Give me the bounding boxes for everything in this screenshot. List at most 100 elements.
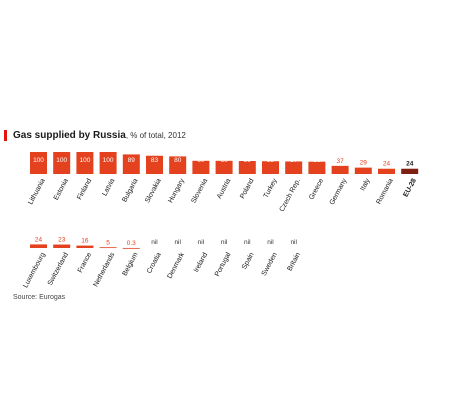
value-label-finland: 100	[79, 157, 90, 164]
category-label-luxembourg: Luxembourg	[22, 251, 46, 289]
title-subtitle: , % of total, 2012	[125, 131, 186, 140]
category-label-greece: Greece	[308, 177, 325, 201]
value-label-poland: 59	[244, 157, 252, 164]
bar-box-netherlands	[99, 233, 117, 248]
value-label-ireland: nil	[198, 239, 205, 246]
bar-box-belgium	[122, 233, 140, 248]
bar-slovenia	[192, 160, 210, 174]
bar-box-croatia	[146, 233, 163, 248]
value-label-france: 16	[81, 238, 89, 245]
value-label-austria: 60	[220, 157, 228, 164]
title-main: Gas supplied by Russia	[13, 130, 126, 141]
category-label-germany: Germany	[329, 177, 349, 206]
bar-eu-28	[401, 168, 419, 174]
value-label-sweden: nil	[267, 239, 274, 246]
bar-box-denmark	[169, 233, 187, 248]
value-label-belgium: 0.3	[127, 240, 136, 247]
category-label-switzerland: Switzerland	[47, 251, 70, 286]
value-label-portugal: nil	[221, 239, 228, 246]
category-label-croatia: Croatia	[146, 251, 163, 274]
bar-germany	[331, 165, 349, 174]
category-label-slovenia: Slovenia	[190, 177, 209, 204]
category-label-portugal: Portugal	[214, 251, 233, 278]
chart-title: Gas supplied by Russia, % of total, 2012	[13, 130, 186, 141]
category-label-sweden: Sweden	[261, 251, 279, 277]
category-label-ireland: Ireland	[193, 251, 209, 273]
bar-poland	[238, 161, 256, 174]
value-label-luxembourg: 24	[35, 236, 43, 243]
bar-box-sweden	[262, 233, 279, 248]
category-label-poland: Poland	[239, 177, 255, 200]
category-label-belgium: Belgium	[122, 251, 140, 277]
value-label-greece: 56	[313, 157, 321, 164]
bar-box-eu-28	[401, 152, 419, 174]
bar-france	[76, 245, 94, 248]
value-label-slovakia: 83	[151, 157, 159, 164]
value-label-switzerland: 23	[58, 237, 66, 244]
value-label-croatia: nil	[151, 239, 158, 246]
category-label-slovakia: Slovakia	[144, 177, 163, 204]
bar-turkey	[262, 161, 279, 174]
bar-box-ireland	[192, 233, 210, 248]
value-label-denmark: nil	[174, 239, 181, 246]
category-label-latvia: Latvia	[101, 177, 116, 197]
bar-box-portugal	[215, 233, 233, 248]
category-label-denmark: Denmark	[166, 251, 186, 280]
category-label-italy: Italy	[359, 177, 371, 192]
title-red-marker	[4, 130, 7, 141]
bar-box-romania	[378, 152, 395, 174]
bar-switzerland	[53, 244, 71, 248]
category-label-bulgaria: Bulgaria	[121, 177, 139, 203]
bar-italy	[354, 167, 372, 174]
source-note: Source: Eurogas	[13, 294, 66, 301]
category-label-estonia: Estonia	[53, 177, 70, 201]
category-label-finland: Finland	[76, 177, 93, 201]
bar-bulgaria	[122, 154, 140, 174]
bar-luxembourg	[30, 244, 47, 248]
value-label-lithuania: 100	[33, 157, 44, 164]
bar-estonia	[53, 152, 71, 174]
bar-czech-rep	[285, 161, 303, 174]
category-label-france: France	[77, 251, 93, 274]
category-label-lithuania: Lithuania	[27, 177, 47, 205]
value-label-spain: nil	[244, 239, 251, 246]
bar-greece	[308, 161, 326, 174]
value-label-romania: 24	[383, 161, 391, 168]
value-label-turkey: 58	[267, 157, 275, 164]
category-label-austria: Austria	[216, 177, 232, 200]
category-label-eu-28: EU-28	[403, 177, 419, 198]
value-label-netherlands: 5	[106, 239, 110, 246]
value-label-estonia: 100	[56, 157, 67, 164]
value-label-slovenia: 60	[197, 157, 205, 164]
value-label-britain: nil	[290, 239, 297, 246]
category-label-czech-rep: Czech Rep.	[279, 177, 302, 213]
bar-belgium	[122, 247, 140, 249]
value-label-czech-rep: 57	[290, 157, 298, 164]
value-label-latvia: 100	[103, 157, 114, 164]
bar-latvia	[99, 152, 117, 174]
value-label-italy: 29	[360, 160, 368, 167]
bar-box-switzerland	[53, 233, 71, 248]
category-label-spain: Spain	[241, 251, 256, 270]
bar-box-spain	[238, 233, 256, 248]
bar-netherlands	[99, 247, 117, 249]
bar-box-luxembourg	[30, 233, 47, 248]
bar-hungary	[169, 156, 187, 174]
category-label-hungary: Hungary	[167, 177, 186, 204]
category-label-turkey: Turkey	[263, 177, 279, 199]
category-label-romania: Romania	[375, 177, 394, 205]
category-label-britain: Britain	[287, 251, 303, 272]
value-label-eu-28: 24	[406, 161, 414, 168]
category-label-netherlands: Netherlands	[92, 251, 116, 288]
bar-finland	[76, 152, 94, 174]
bar-romania	[378, 168, 395, 174]
bar-box-france	[76, 233, 94, 248]
bar-slovakia	[146, 155, 163, 174]
bar-austria	[215, 160, 233, 174]
bar-box-britain	[285, 233, 303, 248]
value-label-bulgaria: 89	[128, 157, 136, 164]
value-label-germany: 37	[336, 158, 344, 165]
value-label-hungary: 80	[174, 157, 182, 164]
